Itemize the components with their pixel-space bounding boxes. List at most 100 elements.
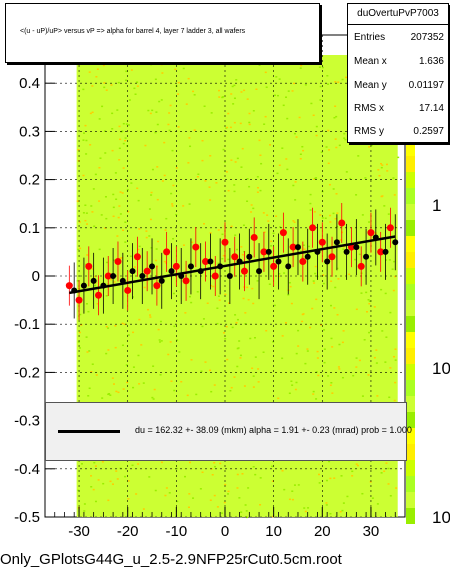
density-speckle (147, 109, 150, 112)
density-speckle (334, 286, 337, 289)
density-speckle (115, 198, 118, 201)
density-speckle (119, 191, 122, 193)
y-tick-label: -0.4 (14, 461, 40, 478)
density-speckle (277, 275, 280, 278)
density-speckle (295, 381, 298, 384)
color-scale-axis: 1 10 10 (432, 196, 450, 527)
density-speckle (385, 462, 388, 464)
density-speckle (104, 152, 107, 154)
density-speckle (163, 141, 166, 144)
black-point (324, 258, 331, 265)
density-speckle (381, 330, 384, 332)
density-speckle (82, 212, 85, 214)
density-speckle (76, 280, 79, 282)
density-speckle (325, 502, 328, 504)
density-speckle (246, 516, 249, 519)
density-speckle (178, 351, 181, 353)
density-speckle (103, 130, 106, 132)
red-point (338, 219, 346, 227)
density-speckle (170, 380, 173, 382)
density-speckle (313, 211, 316, 213)
density-speckle (375, 349, 378, 351)
density-speckle (107, 349, 110, 351)
density-speckle (351, 470, 354, 473)
density-speckle (151, 109, 154, 112)
density-speckle (171, 149, 174, 152)
density-speckle (85, 303, 88, 305)
density-speckle (82, 174, 85, 177)
density-speckle (222, 254, 225, 257)
density-speckle (290, 380, 293, 382)
density-speckle (126, 188, 129, 191)
density-speckle (358, 359, 361, 362)
density-speckle (259, 477, 262, 479)
x-tick-label: -10 (166, 523, 188, 540)
density-speckle (127, 498, 130, 500)
z-tick-label: 10 (432, 359, 450, 378)
density-speckle (334, 81, 337, 83)
density-speckle (133, 87, 136, 90)
density-speckle (155, 248, 158, 250)
density-speckle (177, 81, 180, 84)
density-speckle (328, 460, 331, 463)
density-speckle (155, 111, 158, 113)
color-scale-segment (406, 156, 415, 172)
density-speckle (313, 282, 316, 284)
density-speckle (121, 344, 124, 347)
density-speckle (160, 340, 163, 342)
density-speckle (182, 205, 185, 207)
red-point (289, 243, 297, 251)
red-point (318, 238, 326, 246)
density-speckle (105, 217, 108, 220)
density-speckle (85, 139, 88, 142)
density-speckle (263, 123, 266, 125)
color-scale-segment (406, 444, 415, 460)
density-speckle (224, 293, 227, 296)
density-speckle (239, 357, 242, 359)
density-speckle (307, 507, 310, 509)
density-speckle (302, 149, 305, 152)
density-speckle (195, 393, 198, 396)
red-point (182, 277, 190, 285)
density-speckle (288, 281, 291, 284)
density-speckle (384, 292, 387, 295)
density-speckle (295, 352, 298, 355)
density-speckle (164, 229, 167, 231)
density-speckle (381, 164, 384, 166)
density-speckle (264, 71, 267, 74)
x-axis: -30 -20 -10 0 10 20 30 (54, 507, 396, 540)
density-speckle (318, 66, 321, 68)
density-speckle (102, 64, 105, 67)
density-speckle (125, 70, 128, 73)
density-speckle (240, 166, 243, 168)
density-speckle (78, 347, 81, 349)
density-speckle (315, 134, 318, 137)
density-speckle (395, 487, 398, 489)
density-speckle (394, 381, 397, 384)
chart-title: <(u - uP)/uP> versus vP => alpha for bar… (20, 28, 246, 35)
density-speckle (107, 499, 110, 502)
density-speckle (265, 329, 268, 332)
density-speckle (116, 235, 119, 237)
density-speckle (154, 259, 157, 262)
density-speckle (112, 193, 115, 196)
density-speckle (118, 205, 121, 207)
density-speckle (255, 88, 258, 90)
density-speckle (154, 131, 157, 134)
density-speckle (389, 495, 392, 497)
fit-legend: du = 162.32 +- 38.09 (mkm) alpha = 1.91 … (45, 402, 412, 461)
density-speckle (357, 155, 360, 157)
density-speckle (230, 93, 233, 95)
density-speckle (270, 245, 273, 247)
density-speckle (161, 72, 164, 74)
x-tick-label: 20 (314, 523, 331, 540)
fit-result-text: du = 162.32 +- 38.09 (mkm) alpha = 1.91 … (135, 425, 412, 435)
density-speckle (233, 190, 236, 193)
density-speckle (386, 170, 389, 172)
density-speckle (188, 493, 191, 495)
density-speckle (279, 226, 282, 228)
density-speckle (352, 374, 355, 377)
density-speckle (241, 147, 244, 150)
density-speckle (342, 330, 345, 332)
density-speckle (229, 126, 232, 129)
